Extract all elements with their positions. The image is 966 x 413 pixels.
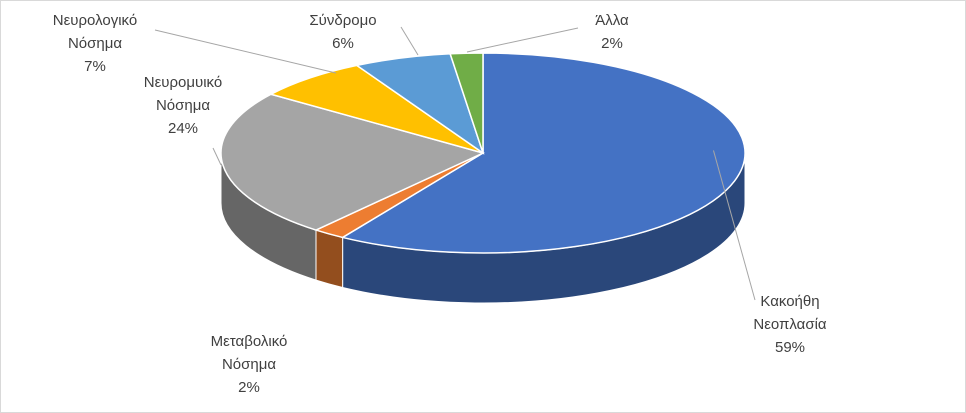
data-label-value-νευρολογικο: 7%	[84, 58, 106, 75]
data-label-category-νευρολογικο: Νόσημα	[68, 35, 122, 52]
data-label-category-νευρομυικο: Νόσημα	[156, 97, 210, 114]
data-label-value-κακοηθη: 59%	[775, 339, 805, 356]
data-labels: Κακοήθη Νεοπλασία 59% Μεταβολικό Νόσημα 2% Νευ…	[53, 12, 827, 396]
data-label-category-αλλα: Άλλα	[595, 12, 629, 29]
data-label-value-νευρομυικο: 24%	[168, 120, 198, 137]
data-label-category-νευρομυικο: Νευρομυικό	[144, 74, 222, 91]
leader-line-νευρομυικο	[212, 147, 222, 166]
leader-lines	[154, 26, 756, 301]
leader-line-κακοηθη	[712, 150, 756, 301]
data-label-category-κακοηθη: Νεοπλασία	[753, 316, 827, 333]
leader-line-συνδρομο	[400, 26, 419, 56]
data-label-value-αλλα: 2%	[601, 35, 623, 52]
pie-tops	[220, 52, 746, 254]
pie-side-μεταβολικο	[315, 229, 344, 289]
pie-slice-νευρολογικο	[269, 64, 484, 154]
data-label-category-μεταβολικο: Μεταβολικό	[211, 333, 288, 350]
data-label-value-συνδρομο: 6%	[332, 35, 354, 52]
data-label-category-νευρολογικο: Νευρολογικό	[53, 12, 137, 29]
pie-slice-νευρομυικο	[220, 93, 486, 231]
leader-line-αλλα	[466, 27, 579, 53]
data-label-value-μεταβολικο: 2%	[238, 379, 260, 396]
pie-slice-αλλα	[449, 52, 484, 154]
data-label-category-συνδρομο: Σύνδρομο	[309, 12, 376, 29]
data-label-category-μεταβολικο: Νόσημα	[222, 356, 276, 373]
leader-line-νευρολογικο	[154, 29, 337, 74]
data-label-category-κακοηθη: Κακοήθη	[760, 293, 819, 310]
pie-slice-κακοηθη	[340, 52, 746, 254]
